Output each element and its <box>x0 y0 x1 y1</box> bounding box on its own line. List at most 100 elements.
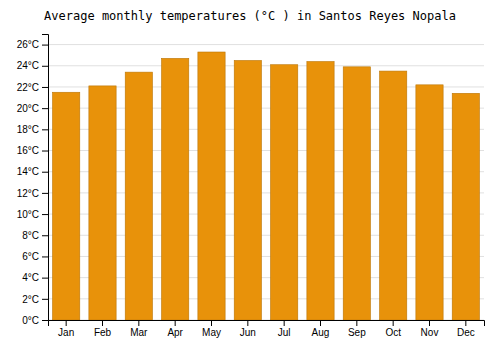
x-tick-mark <box>66 320 67 326</box>
x-tick-label: Feb <box>94 327 112 338</box>
x-tick: Oct <box>385 320 401 338</box>
x-tick: Dec <box>457 320 475 338</box>
x-tick: May <box>202 320 221 338</box>
x-tick-label: Nov <box>421 327 439 338</box>
x-tick: Mar <box>130 320 148 338</box>
y-tick-mark <box>42 193 48 194</box>
x-tick-mark <box>465 320 466 326</box>
y-tick: 2°C <box>22 294 48 305</box>
bar <box>416 85 443 320</box>
x-tick-mark <box>429 320 430 326</box>
y-axis-line <box>42 35 49 321</box>
x-tick: Jul <box>278 320 291 338</box>
x-tick: Jan <box>58 320 74 338</box>
x-tick-label: Apr <box>167 327 183 338</box>
x-tick-mark <box>175 320 176 326</box>
x-tick-label: Dec <box>457 327 475 338</box>
bar <box>234 60 261 320</box>
y-tick-mark <box>42 214 48 215</box>
bar <box>125 72 152 320</box>
bar <box>380 71 407 320</box>
y-tick-mark <box>42 299 48 300</box>
y-tick-label: 24°C <box>17 60 39 71</box>
y-tick-label: 4°C <box>22 272 39 283</box>
y-tick-label: 22°C <box>17 82 39 93</box>
y-axis: 0°C 2°C 4°C 6°C 8°C 10°C 12°C 14°C 16°C 18°C 20°C 2… <box>17 35 49 326</box>
y-tick-label: 0°C <box>22 315 39 326</box>
y-tick-label: 10°C <box>17 209 39 220</box>
y-tick-label: 18°C <box>17 124 39 135</box>
x-tick-mark <box>211 320 212 326</box>
y-tick: 22°C <box>17 82 48 93</box>
x-tick-mark <box>284 320 285 326</box>
x-tick-mark <box>138 320 139 326</box>
bar <box>452 93 479 320</box>
title: Average monthly temperatures (°C ) in Sa… <box>44 9 456 23</box>
x-tick-label: Oct <box>385 327 401 338</box>
y-tick: 12°C <box>17 188 48 199</box>
bar <box>53 92 80 320</box>
x-tick-label: May <box>202 327 221 338</box>
x-tick: Sep <box>348 320 366 338</box>
x-tick-mark <box>247 320 248 326</box>
y-tick-label: 12°C <box>17 188 39 199</box>
x-tick-label: Jan <box>58 327 74 338</box>
grid-line <box>48 65 484 66</box>
y-tick: 16°C <box>17 145 48 156</box>
y-tick-mark <box>42 320 48 321</box>
plot: 0°C 2°C 4°C 6°C 8°C 10°C 12°C 14°C 16°C 18°C 20°C 2… <box>17 35 485 339</box>
bars <box>53 52 480 320</box>
y-tick-label: 14°C <box>17 166 39 177</box>
y-tick-mark <box>42 45 48 46</box>
bar <box>162 58 189 320</box>
y-tick-label: 26°C <box>17 39 39 50</box>
y-tick: 8°C <box>22 230 48 241</box>
y-tick-mark <box>42 129 48 130</box>
y-tick-label: 8°C <box>22 230 39 241</box>
bar <box>307 62 334 320</box>
y-tick-label: 20°C <box>17 103 39 114</box>
bar <box>198 52 225 320</box>
x-tick-mark <box>393 320 394 326</box>
x-tick-label: Mar <box>130 327 148 338</box>
x-tick-mark <box>102 320 103 326</box>
y-tick-mark <box>42 151 48 152</box>
x-tick-mark <box>356 320 357 326</box>
y-tick: 4°C <box>22 272 48 283</box>
x-tick-mark <box>320 320 321 326</box>
y-tick: 0°C <box>22 315 48 326</box>
y-tick: 24°C <box>17 60 48 71</box>
y-tick: 26°C <box>17 39 48 50</box>
bar <box>89 86 116 320</box>
x-tick-label: Jun <box>240 327 256 338</box>
grid-line <box>48 44 484 45</box>
y-tick: 20°C <box>17 103 48 114</box>
chart: Average monthly temperatures (°C ) in Sa… <box>0 0 500 350</box>
x-tick: Aug <box>312 320 330 338</box>
y-tick-label: 6°C <box>22 251 39 262</box>
x-tick-label: Aug <box>312 327 330 338</box>
grid <box>48 45 484 320</box>
y-tick-mark <box>42 256 48 257</box>
x-tick: Jun <box>240 320 256 338</box>
y-tick: 14°C <box>17 166 48 177</box>
y-tick-mark <box>42 172 48 173</box>
y-tick-mark <box>42 66 48 67</box>
y-tick-mark <box>42 87 48 88</box>
x-tick: Feb <box>94 320 112 338</box>
y-tick-mark <box>42 235 48 236</box>
x-tick-label: Jul <box>278 327 291 338</box>
x-axis-line <box>49 321 485 327</box>
y-tick: 6°C <box>22 251 48 262</box>
x-tick: Nov <box>421 320 439 338</box>
bar <box>271 65 298 320</box>
x-tick-label: Sep <box>348 327 366 338</box>
y-tick: 18°C <box>17 124 48 135</box>
y-tick-mark <box>42 278 48 279</box>
y-tick-label: 2°C <box>22 294 39 305</box>
bar <box>343 67 370 320</box>
x-axis: Jan Feb Mar Apr May Jun Jul Aug Sep Oct Nov Dec <box>49 320 485 338</box>
x-tick: Apr <box>167 320 183 338</box>
y-tick-label: 16°C <box>17 145 39 156</box>
y-tick-mark <box>42 108 48 109</box>
